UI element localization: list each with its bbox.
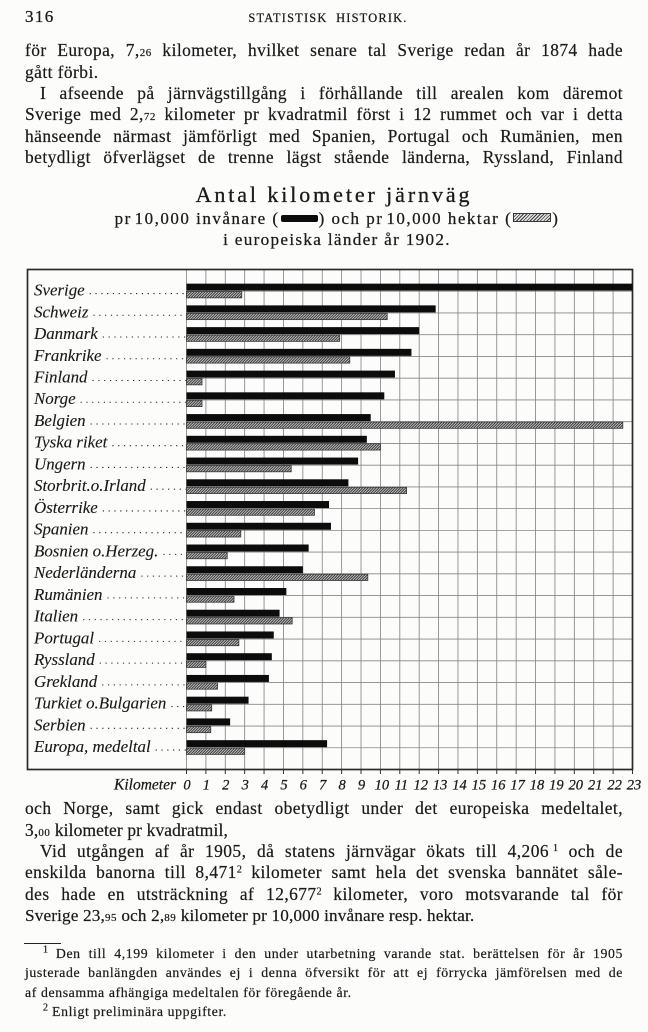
svg-text:5: 5 — [280, 778, 287, 794]
svg-text:1: 1 — [203, 778, 210, 794]
svg-text:7: 7 — [319, 778, 327, 794]
svg-text:Portugal: Portugal — [33, 628, 94, 647]
svg-text:22: 22 — [607, 778, 622, 794]
svg-text:Europa, medeltal: Europa, medeltal — [33, 737, 151, 756]
svg-text:2: 2 — [222, 778, 229, 794]
svg-text:Österrike: Österrike — [34, 498, 98, 517]
svg-text:12: 12 — [413, 778, 428, 794]
svg-text:14: 14 — [452, 778, 467, 794]
svg-text:Rumänien: Rumänien — [33, 585, 103, 604]
svg-text:Grekland: Grekland — [34, 672, 98, 691]
svg-text:Schweiz: Schweiz — [34, 302, 89, 321]
svg-text:Nederländerna: Nederländerna — [33, 563, 136, 582]
svg-text:8: 8 — [338, 778, 346, 794]
svg-text:Ryssland: Ryssland — [33, 650, 95, 669]
svg-text:6: 6 — [300, 778, 308, 794]
svg-text:21: 21 — [588, 778, 603, 794]
svg-text:Ungern: Ungern — [34, 454, 86, 473]
svg-text:Storbrit.o.Irland: Storbrit.o.Irland — [34, 476, 146, 495]
svg-text:Belgien: Belgien — [34, 411, 86, 430]
svg-text:19: 19 — [549, 778, 564, 794]
svg-text:Spanien: Spanien — [34, 520, 88, 539]
svg-text:11: 11 — [395, 778, 408, 794]
svg-text:Frankrike: Frankrike — [33, 346, 102, 365]
svg-text:23: 23 — [627, 778, 642, 794]
svg-text:17: 17 — [510, 778, 525, 794]
svg-text:16: 16 — [491, 778, 506, 794]
svg-text:Italien: Italien — [33, 607, 78, 626]
svg-text:15: 15 — [472, 778, 487, 794]
svg-text:Sverige: Sverige — [34, 281, 85, 300]
svg-text:Tyska riket: Tyska riket — [34, 433, 109, 452]
svg-text:Norge: Norge — [33, 389, 76, 408]
svg-text:Bosnien o.Herzeg.: Bosnien o.Herzeg. — [34, 541, 158, 560]
svg-text:Kilometer: Kilometer — [113, 777, 177, 794]
svg-text:4: 4 — [261, 778, 268, 794]
svg-text:0: 0 — [183, 778, 191, 794]
svg-text:3: 3 — [241, 778, 249, 794]
svg-text:9: 9 — [358, 778, 366, 794]
svg-text:13: 13 — [433, 778, 448, 794]
svg-text:Serbien: Serbien — [34, 715, 86, 734]
svg-text:20: 20 — [569, 778, 584, 794]
svg-text:Danmark: Danmark — [33, 324, 98, 343]
svg-text:Finland: Finland — [33, 368, 88, 387]
svg-text:10: 10 — [375, 778, 390, 794]
svg-text:18: 18 — [530, 778, 545, 794]
svg-text:Turkiet o.Bulgarien: Turkiet o.Bulgarien — [34, 694, 166, 713]
